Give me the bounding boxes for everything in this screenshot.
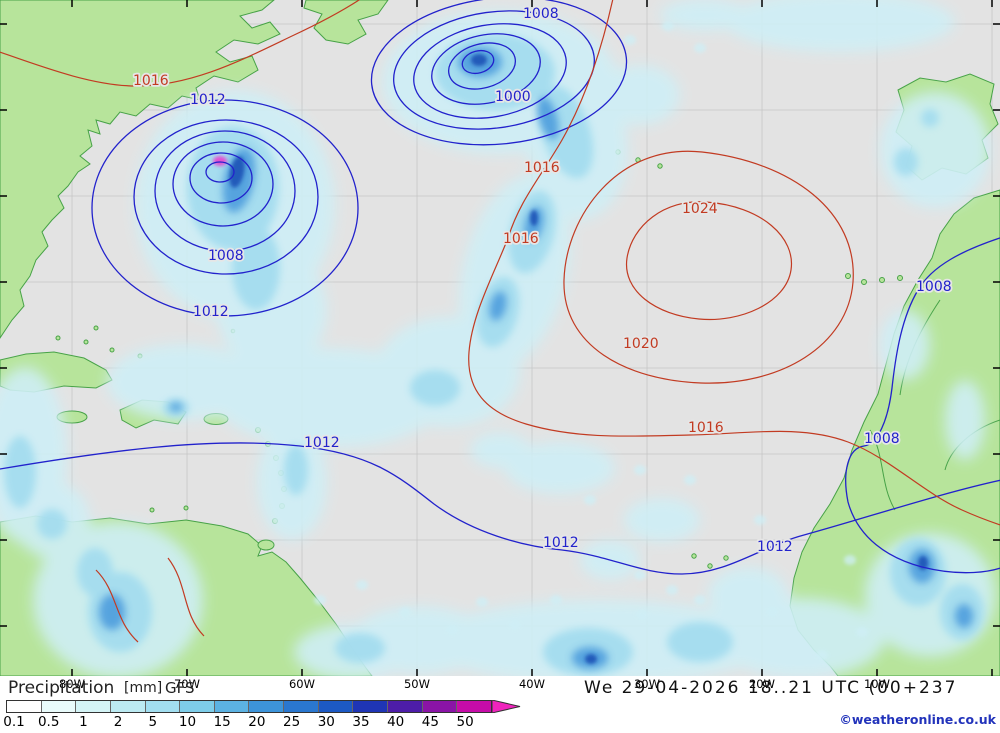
colorbar-value: 45 [421,714,439,730]
colorbar-segment [110,701,146,712]
colorbar-segment [249,701,285,712]
colorbar-segment [457,701,491,712]
colorbar-value: 30 [317,714,335,730]
isobars-red [0,0,1000,643]
legend-model: GFS [165,679,195,697]
isobar-label: 1012 [193,304,229,320]
isobar-label: 1012 [757,539,793,555]
isobar-label: 1016 [524,160,560,176]
colorbar-value: 0.5 [37,714,60,730]
colorbar-value: 1 [79,714,88,730]
heavy-precip-core [213,156,227,166]
colorbar-segment [76,701,111,712]
isobar-label: 1016 [133,73,169,89]
lon-label: 10W [863,677,891,691]
colorbar-value: 2 [113,714,123,730]
lon-label: 80W [58,677,86,691]
precip-speckles [314,21,868,660]
colorbar-value: 15 [213,714,231,730]
colorbar-value: 50 [456,714,474,730]
colorbar-segment [388,701,423,712]
colorbar-segment [7,701,42,712]
colorbar-segment [422,701,458,712]
lon-label: 60W [288,677,316,691]
newfoundland [303,0,389,45]
precipitation-map: 1012 1008 1012 1008 1000 1012 1012 1012 1008 1008… [0,0,1000,684]
lon-label: 50W [403,677,431,691]
isobar-label: 1008 [864,431,900,447]
axis-ticks [0,0,1000,676]
colorbar-value: 5 [148,714,158,730]
colorbar-segment [41,701,77,712]
lon-label: 70W [173,677,201,691]
isobar-label: 1012 [190,92,226,108]
isobar-label: 1008 [916,279,952,295]
legend-unit: [mm] [124,680,163,696]
legend-bar: 80W 70W 60W 50W 40W 30W 20W 10W Precipitation [… [0,676,1000,733]
isobar-label: 1012 [543,535,579,551]
isobar-label: 1016 [688,420,724,436]
colorbar-value: 25 [283,714,301,730]
lon-label: 30W [633,677,661,691]
colorbar-segment [214,701,250,712]
isobar-label: 1000 [495,89,531,105]
isobar-label: 1008 [523,6,559,22]
colorbar-segment [284,701,319,712]
colorbar-value: 40 [387,714,405,730]
isobar-label: 1016 [503,231,539,247]
legend-title: Precipitation [8,678,115,698]
north-america [0,0,281,339]
lon-label: 40W [518,677,546,691]
map-area: 1012 1008 1012 1008 1000 1012 1012 1012 1008 1008… [0,0,1000,684]
isobar-labels-blue: 1012 1008 1012 1008 1000 1012 1012 1012 1008 1008 [188,4,953,557]
isobar-label: 1020 [623,336,659,352]
colorbar-value: 35 [352,714,370,730]
precipitation-colorbar [6,700,492,713]
lon-label: 20W [748,677,776,691]
colorbar-value: 10 [178,714,197,730]
colorbar-segment [318,701,354,712]
colorbar-value: 20 [248,714,266,730]
colorbar-segment [353,701,389,712]
isobar-label: 1012 [304,435,340,451]
isobar-labels-red: 1016 1016 1016 1024 1020 1016 [131,71,725,438]
precipitation-layer [0,0,995,684]
valid-datetime: We 29-04-2026 18..21 UTC (00+237 [584,678,958,698]
colorbar-segment [180,701,215,712]
colorbar-value: 0.1 [3,714,25,730]
colorbar-segment [145,701,181,712]
colorbar-arrow [492,700,521,713]
isobar-label: 1008 [208,248,244,264]
copyright-link[interactable]: ©weatheronline.co.uk [839,712,996,727]
isobar-label: 1024 [682,201,718,217]
isobars-blue [0,0,1000,575]
